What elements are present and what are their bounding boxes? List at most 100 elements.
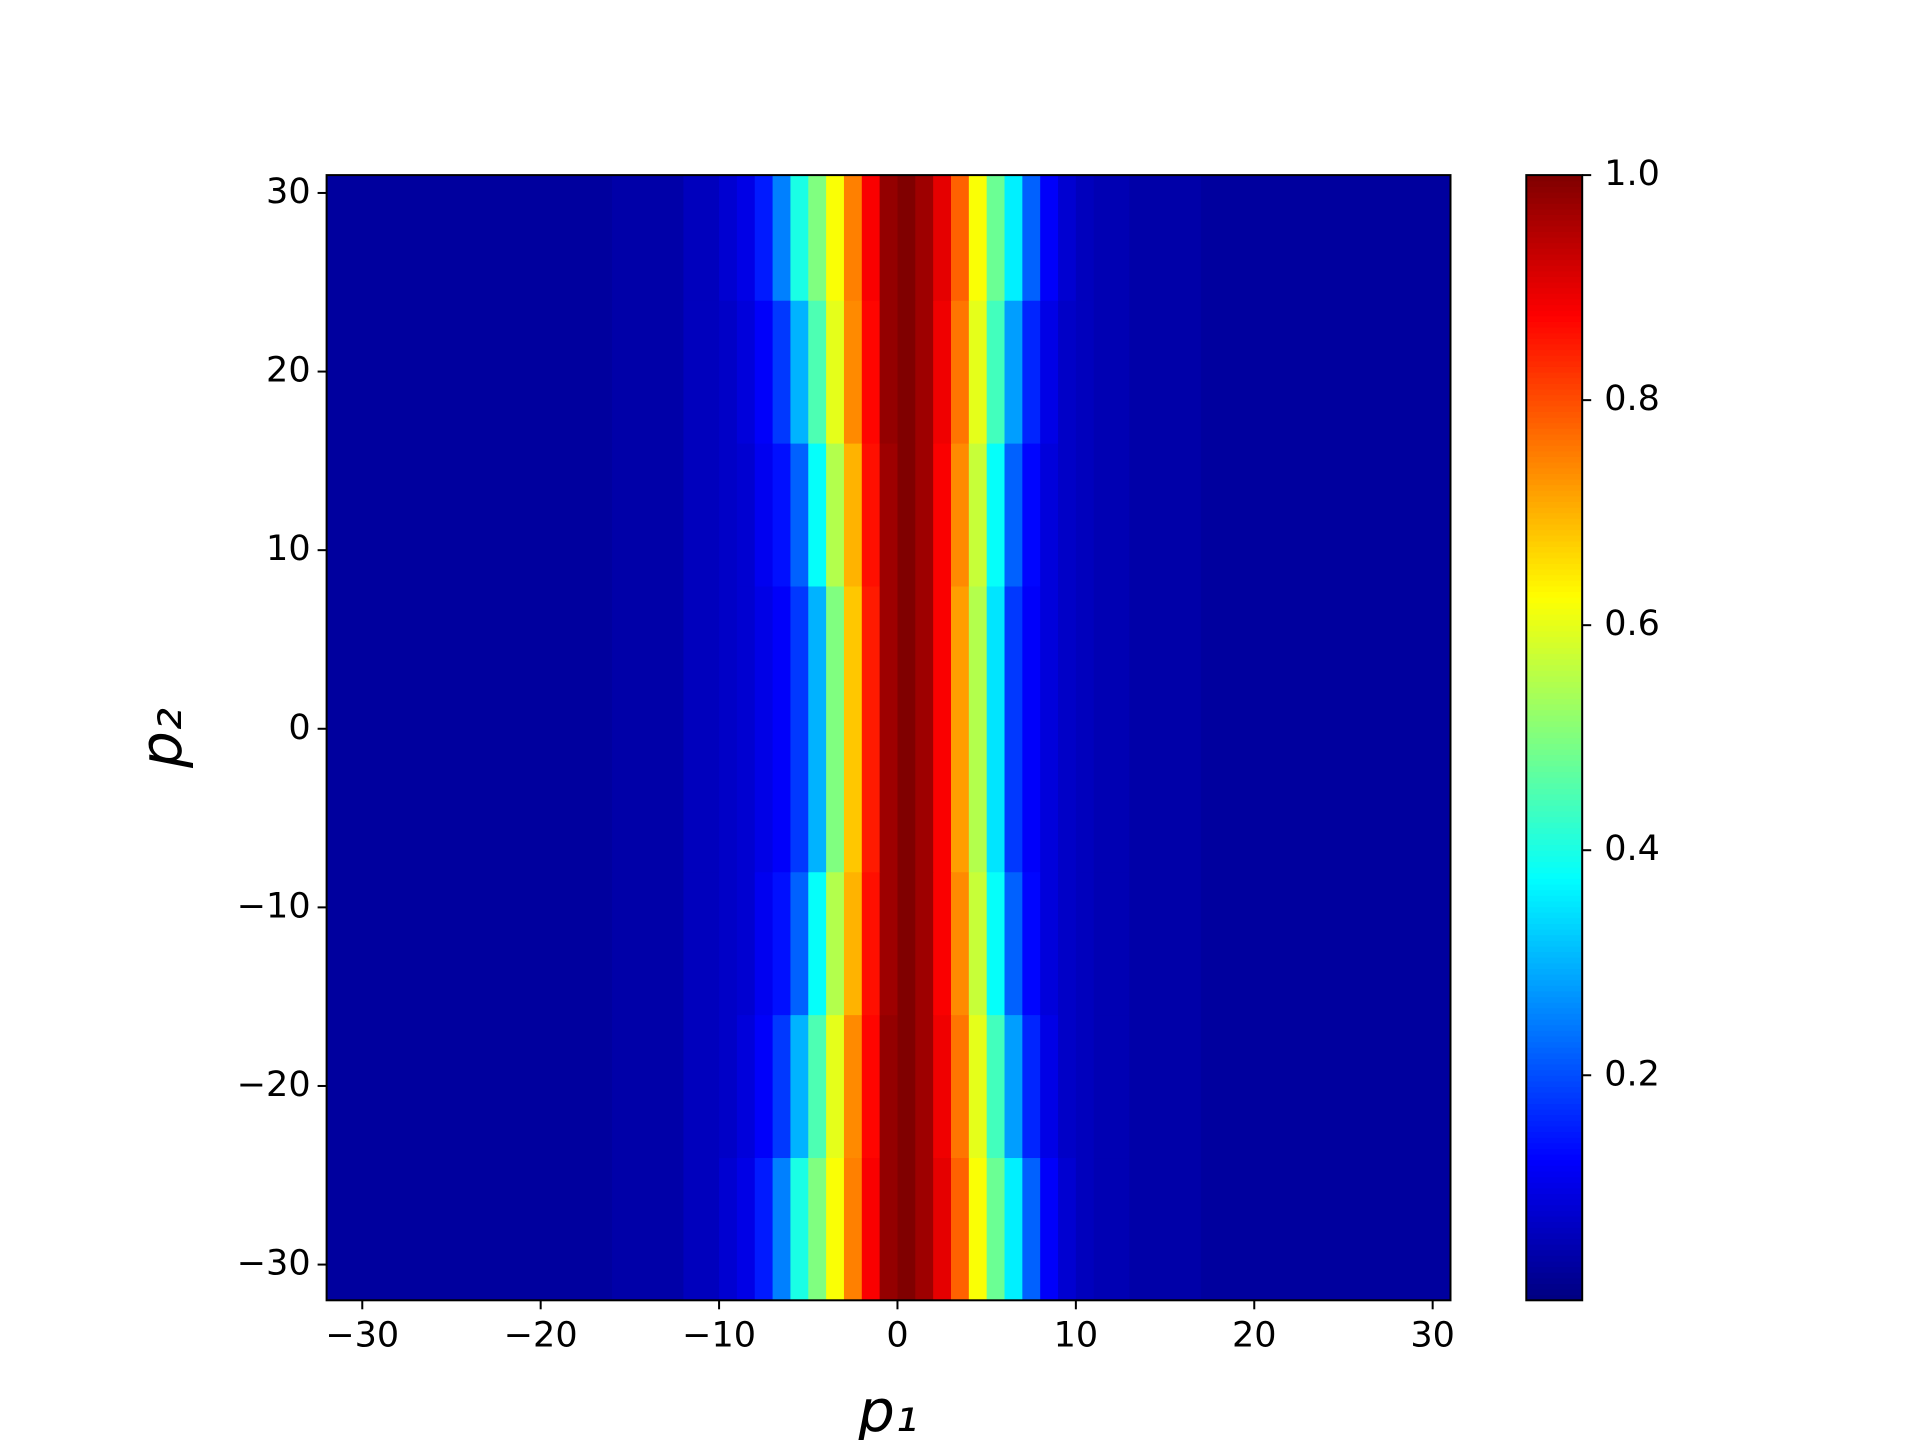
colorbar-step <box>1526 360 1583 367</box>
colorbar-step <box>1526 546 1583 553</box>
colorbar-step <box>1526 1109 1583 1116</box>
heatmap-cell <box>683 871 720 1016</box>
heatmap-cell <box>861 300 881 444</box>
heatmap-cell <box>843 871 863 1016</box>
heatmap-cell <box>933 443 952 587</box>
heatmap-cell <box>950 443 970 587</box>
heatmap-cell <box>826 175 845 301</box>
x-tick-label: −30 <box>325 1315 399 1355</box>
colorbar-tick-label: 0.8 <box>1604 379 1660 419</box>
colorbar-step <box>1526 445 1583 452</box>
y-tick-label: −10 <box>237 886 311 926</box>
heatmap-cell <box>1200 300 1452 444</box>
colorbar-step <box>1526 664 1583 671</box>
colorbar-step <box>1526 315 1583 322</box>
heatmap-cell <box>1058 1157 1077 1301</box>
colorbar-step <box>1526 1266 1583 1273</box>
heatmap-cell <box>915 175 934 301</box>
heatmap-cell <box>772 871 792 1016</box>
colorbar-step <box>1526 670 1583 677</box>
heatmap-cell <box>1200 1014 1452 1159</box>
x-tick-label: 0 <box>886 1315 908 1355</box>
heatmap-cell <box>612 1014 684 1159</box>
heatmap-cell <box>612 585 684 873</box>
heatmap-cell <box>772 585 792 873</box>
colorbar-step <box>1526 619 1583 626</box>
colorbar-step <box>1526 270 1583 277</box>
colorbar-step <box>1526 338 1583 345</box>
heatmap-cell <box>808 585 827 873</box>
heatmap-cell <box>933 871 952 1016</box>
colorbar-step <box>1526 1204 1583 1211</box>
heatmap-cell <box>1075 300 1095 444</box>
colorbar-step <box>1526 484 1583 491</box>
heatmap-cell <box>897 300 916 444</box>
heatmap-cell <box>1022 585 1041 873</box>
heatmap-cell <box>326 585 613 873</box>
heatmap-cell <box>1129 300 1202 444</box>
colorbar-step <box>1526 214 1583 221</box>
heatmap-cell <box>861 175 881 301</box>
colorbar-step <box>1526 366 1583 373</box>
colorbar-step <box>1526 1069 1583 1076</box>
colorbar-step <box>1526 343 1583 351</box>
colorbar-step <box>1526 765 1583 773</box>
heatmap-cell <box>1058 300 1077 444</box>
heatmap-cell <box>843 443 863 587</box>
heatmap-cell <box>808 1014 827 1159</box>
colorbar-tick-label: 0.4 <box>1604 829 1660 869</box>
colorbar-step <box>1526 456 1583 463</box>
heatmap-cell <box>843 1014 863 1159</box>
heatmap-cell <box>879 300 899 444</box>
heatmap-cell <box>1200 1157 1452 1301</box>
colorbar-step <box>1526 1260 1583 1268</box>
colorbar-step <box>1526 1114 1583 1121</box>
colorbar-step <box>1526 996 1583 1003</box>
heatmap-cell <box>736 1014 756 1159</box>
heatmap-cell <box>1058 585 1077 873</box>
heatmap-cell <box>326 443 613 587</box>
heatmap <box>326 175 1452 1301</box>
colorbar-step <box>1526 805 1583 812</box>
heatmap-cell <box>1093 585 1130 873</box>
y-tick-label: 20 <box>266 351 311 391</box>
colorbar-step <box>1526 1193 1583 1200</box>
colorbar-step <box>1526 602 1583 609</box>
heatmap-cell <box>326 1157 613 1301</box>
heatmap-cell <box>1129 585 1202 873</box>
colorbar-step <box>1526 574 1583 581</box>
colorbar-step <box>1526 298 1583 306</box>
colorbar-step <box>1526 478 1583 486</box>
heatmap-cell <box>754 300 774 444</box>
heatmap-cell <box>843 175 863 301</box>
colorbar-step <box>1526 597 1583 604</box>
colorbar-step <box>1526 248 1583 255</box>
colorbar-step <box>1526 748 1583 756</box>
colorbar-step <box>1526 1125 1583 1133</box>
heatmap-cell <box>1022 443 1041 587</box>
heatmap-cell <box>933 1014 952 1159</box>
colorbar-step <box>1526 642 1583 649</box>
heatmap-cell <box>790 1014 809 1159</box>
colorbar-step <box>1526 754 1583 761</box>
colorbar-step <box>1526 473 1583 480</box>
colorbar-step <box>1526 355 1583 362</box>
heatmap-cell <box>1022 871 1041 1016</box>
colorbar-step <box>1526 1013 1583 1020</box>
colorbar-step <box>1526 855 1583 863</box>
colorbar-frame <box>1525 174 1584 1302</box>
heatmap-cell <box>843 585 863 873</box>
heatmap-cell <box>1058 443 1077 587</box>
colorbar-step <box>1526 827 1583 834</box>
heatmap-cell <box>915 871 934 1016</box>
heatmap-cell <box>1200 871 1452 1016</box>
heatmap-cell <box>897 871 916 1016</box>
colorbar-step <box>1526 838 1583 846</box>
colorbar-step <box>1526 1131 1583 1138</box>
colorbar-step <box>1526 518 1583 525</box>
heatmap-cell <box>790 871 809 1016</box>
colorbar-step <box>1526 1058 1583 1065</box>
colorbar-step <box>1526 512 1583 519</box>
heatmap-cell <box>1058 175 1077 301</box>
